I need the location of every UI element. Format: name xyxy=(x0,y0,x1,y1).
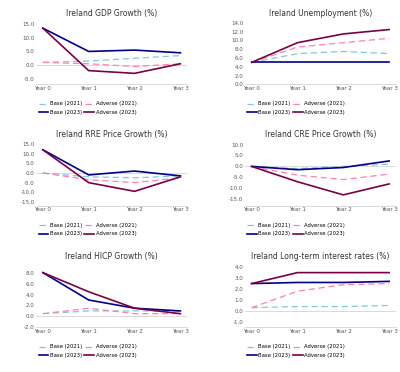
Title: Ireland RRE Price Growth (%): Ireland RRE Price Growth (%) xyxy=(56,130,167,140)
Legend: Base (2023), Adverse (2023): Base (2023), Adverse (2023) xyxy=(39,353,136,358)
Title: Ireland Unemployment (%): Ireland Unemployment (%) xyxy=(269,9,372,18)
Title: Ireland HICP Growth (%): Ireland HICP Growth (%) xyxy=(65,252,158,261)
Legend: Base (2023), Adverse (2023): Base (2023), Adverse (2023) xyxy=(247,110,345,115)
Title: Ireland Long-term interest rates (%): Ireland Long-term interest rates (%) xyxy=(251,252,390,261)
Legend: Base (2023), Adverse (2023): Base (2023), Adverse (2023) xyxy=(39,110,136,115)
Title: Ireland GDP Growth (%): Ireland GDP Growth (%) xyxy=(66,9,157,18)
Legend: Base (2023), Adverse (2023): Base (2023), Adverse (2023) xyxy=(247,231,345,237)
Legend: Base (2023), Adverse (2023): Base (2023), Adverse (2023) xyxy=(247,353,345,358)
Legend: Base (2023), Adverse (2023): Base (2023), Adverse (2023) xyxy=(39,231,136,237)
Title: Ireland CRE Price Growth (%): Ireland CRE Price Growth (%) xyxy=(265,130,376,140)
